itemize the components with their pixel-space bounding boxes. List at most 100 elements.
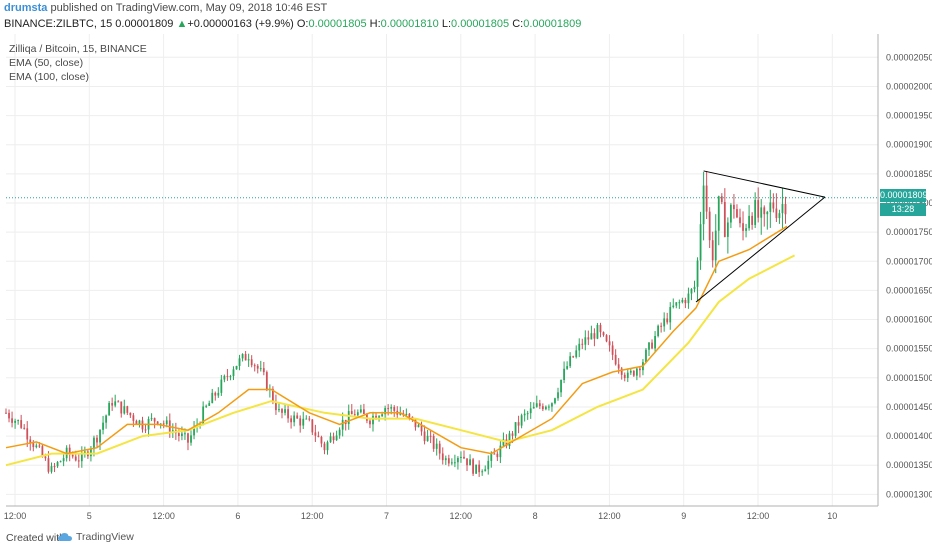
candle-body — [74, 456, 77, 461]
y-tick-label: 0.00001400 — [886, 431, 932, 441]
candle-body — [593, 333, 596, 339]
candle-body — [272, 388, 274, 402]
candle-body — [717, 196, 720, 231]
candle-body — [481, 471, 484, 473]
tradingview-logo[interactable]: TradingView — [57, 531, 134, 543]
candle-body — [657, 325, 660, 336]
candle-body — [108, 403, 111, 416]
candle-body — [111, 403, 114, 406]
y-tick-label: 0.00001350 — [886, 460, 932, 470]
candle-body — [308, 418, 311, 420]
candle-body — [329, 436, 332, 443]
candle-body — [666, 318, 669, 323]
author-link[interactable]: drumsta — [4, 2, 48, 14]
candle-body — [620, 368, 623, 375]
candle-body — [560, 380, 562, 393]
y-tick-label: 0.00001900 — [886, 140, 932, 150]
candle-body — [529, 408, 532, 414]
y-tick-label: 0.00002050 — [886, 52, 932, 62]
candle-body — [347, 411, 350, 425]
candle-body — [611, 345, 614, 355]
candle-body — [41, 446, 44, 457]
candle-body — [369, 420, 371, 425]
candle-body — [205, 405, 208, 407]
candle-body — [563, 368, 565, 381]
candle-body — [578, 343, 581, 351]
candle-body — [362, 409, 365, 414]
candle-body — [590, 333, 593, 340]
x-tick-label: 12:00 — [747, 511, 770, 521]
candle-body — [190, 435, 192, 443]
candle-body — [693, 286, 696, 290]
candle-body — [496, 453, 499, 458]
candle-body — [502, 439, 505, 446]
candle-body — [544, 406, 547, 410]
candle-body — [626, 372, 629, 379]
candle-body — [608, 341, 611, 346]
candle-body — [226, 375, 229, 377]
candle-body — [5, 412, 7, 414]
candle-body — [457, 457, 459, 463]
candle-body — [520, 415, 523, 426]
legend-ema50[interactable]: EMA (50, close) — [9, 57, 84, 69]
candle-body — [566, 366, 569, 369]
candle-body — [405, 413, 408, 416]
candle-body — [14, 420, 16, 423]
candle-body — [602, 332, 605, 336]
candle-body — [426, 435, 429, 442]
candle-body — [441, 453, 444, 461]
candle-body — [526, 413, 529, 415]
high-label: H: — [369, 18, 381, 30]
open-label: O: — [296, 18, 309, 30]
candle-body — [463, 456, 465, 459]
candle-body — [757, 200, 760, 218]
legend-ema100[interactable]: EMA (100, close) — [9, 71, 89, 83]
y-tick-label: 0.00001850 — [886, 169, 932, 179]
candle-body — [129, 412, 132, 416]
candle-body — [484, 469, 487, 472]
current-price-tag: 0.00001809 — [880, 189, 928, 202]
candle-body — [26, 428, 29, 440]
candle-body — [20, 420, 23, 428]
candle-body — [599, 324, 602, 333]
candle-body — [47, 458, 50, 472]
candle-body — [229, 376, 232, 378]
candle-body — [635, 368, 638, 376]
candle-body — [162, 423, 165, 425]
x-tick-label: 6 — [235, 511, 240, 521]
candle-body — [284, 409, 286, 413]
publish-line: drumsta published on TradingView.com, Ma… — [4, 2, 327, 14]
candle-body — [605, 335, 608, 342]
candle-body — [375, 415, 377, 420]
candle-body — [736, 209, 738, 218]
y-tick-label: 0.00001950 — [886, 111, 932, 121]
candle-body — [432, 435, 435, 449]
symbol-ohlc-line: BINANCE:ZILBTC, 15 0.00001809 ▲+0.000001… — [4, 18, 581, 30]
candle-body — [514, 422, 517, 436]
y-tick-label: 0.00001500 — [886, 373, 932, 383]
candle-body — [184, 433, 186, 435]
candle-body — [478, 464, 481, 473]
candle-body — [678, 302, 681, 304]
candle-body — [126, 406, 129, 413]
ema100-line — [5, 254, 796, 467]
candle-body — [460, 456, 462, 458]
candle-body — [256, 365, 259, 369]
candle-body — [305, 418, 308, 420]
candle-body — [453, 462, 456, 464]
candle-body — [80, 453, 83, 462]
candle-body — [293, 415, 296, 423]
candle-body — [772, 202, 775, 209]
candle-body — [429, 435, 432, 437]
y-tick-label: 0.00001700 — [886, 256, 932, 266]
triangle-pattern — [695, 170, 826, 303]
candle-body — [766, 211, 769, 215]
candle-body — [99, 429, 101, 443]
candle-body — [177, 433, 180, 436]
ema50-line — [5, 225, 788, 455]
y-tick-label: 0.00002000 — [886, 81, 932, 91]
price-chart[interactable]: 0.00001300 0.00001350 0.00001400 0.00001450… — [0, 34, 932, 534]
candle-body — [629, 370, 632, 373]
candle-body — [408, 413, 411, 417]
publish-info: published on TradingView.com, May 09, 20… — [50, 2, 328, 14]
